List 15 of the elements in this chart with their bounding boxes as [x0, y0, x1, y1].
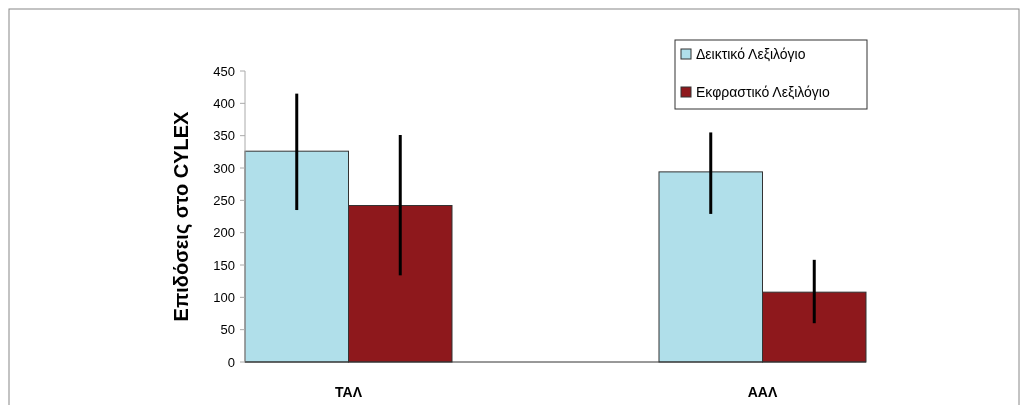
legend-label: Δεικτικό Λεξιλόγιο	[696, 45, 806, 62]
legend-label: Εκφραστικό Λεξιλόγιο	[696, 83, 830, 100]
y-tick-label: 50	[220, 322, 235, 338]
y-tick-label: 300	[213, 160, 235, 176]
y-tick-label: 0	[227, 354, 235, 370]
y-tick-label: 150	[213, 257, 235, 273]
y-tick-label: 200	[213, 225, 235, 241]
y-tick-label: 350	[213, 128, 235, 144]
y-tick-label: 250	[213, 192, 235, 208]
x-tick-label: ΤΑΛ	[335, 384, 363, 400]
y-tick-label: 400	[213, 95, 235, 111]
y-axis-title: Επιδόσεις στο CYLEX	[170, 110, 192, 322]
y-tick-label: 450	[213, 63, 235, 79]
y-tick-label: 100	[213, 289, 235, 305]
x-tick-label: ΑΑΛ	[747, 384, 778, 400]
